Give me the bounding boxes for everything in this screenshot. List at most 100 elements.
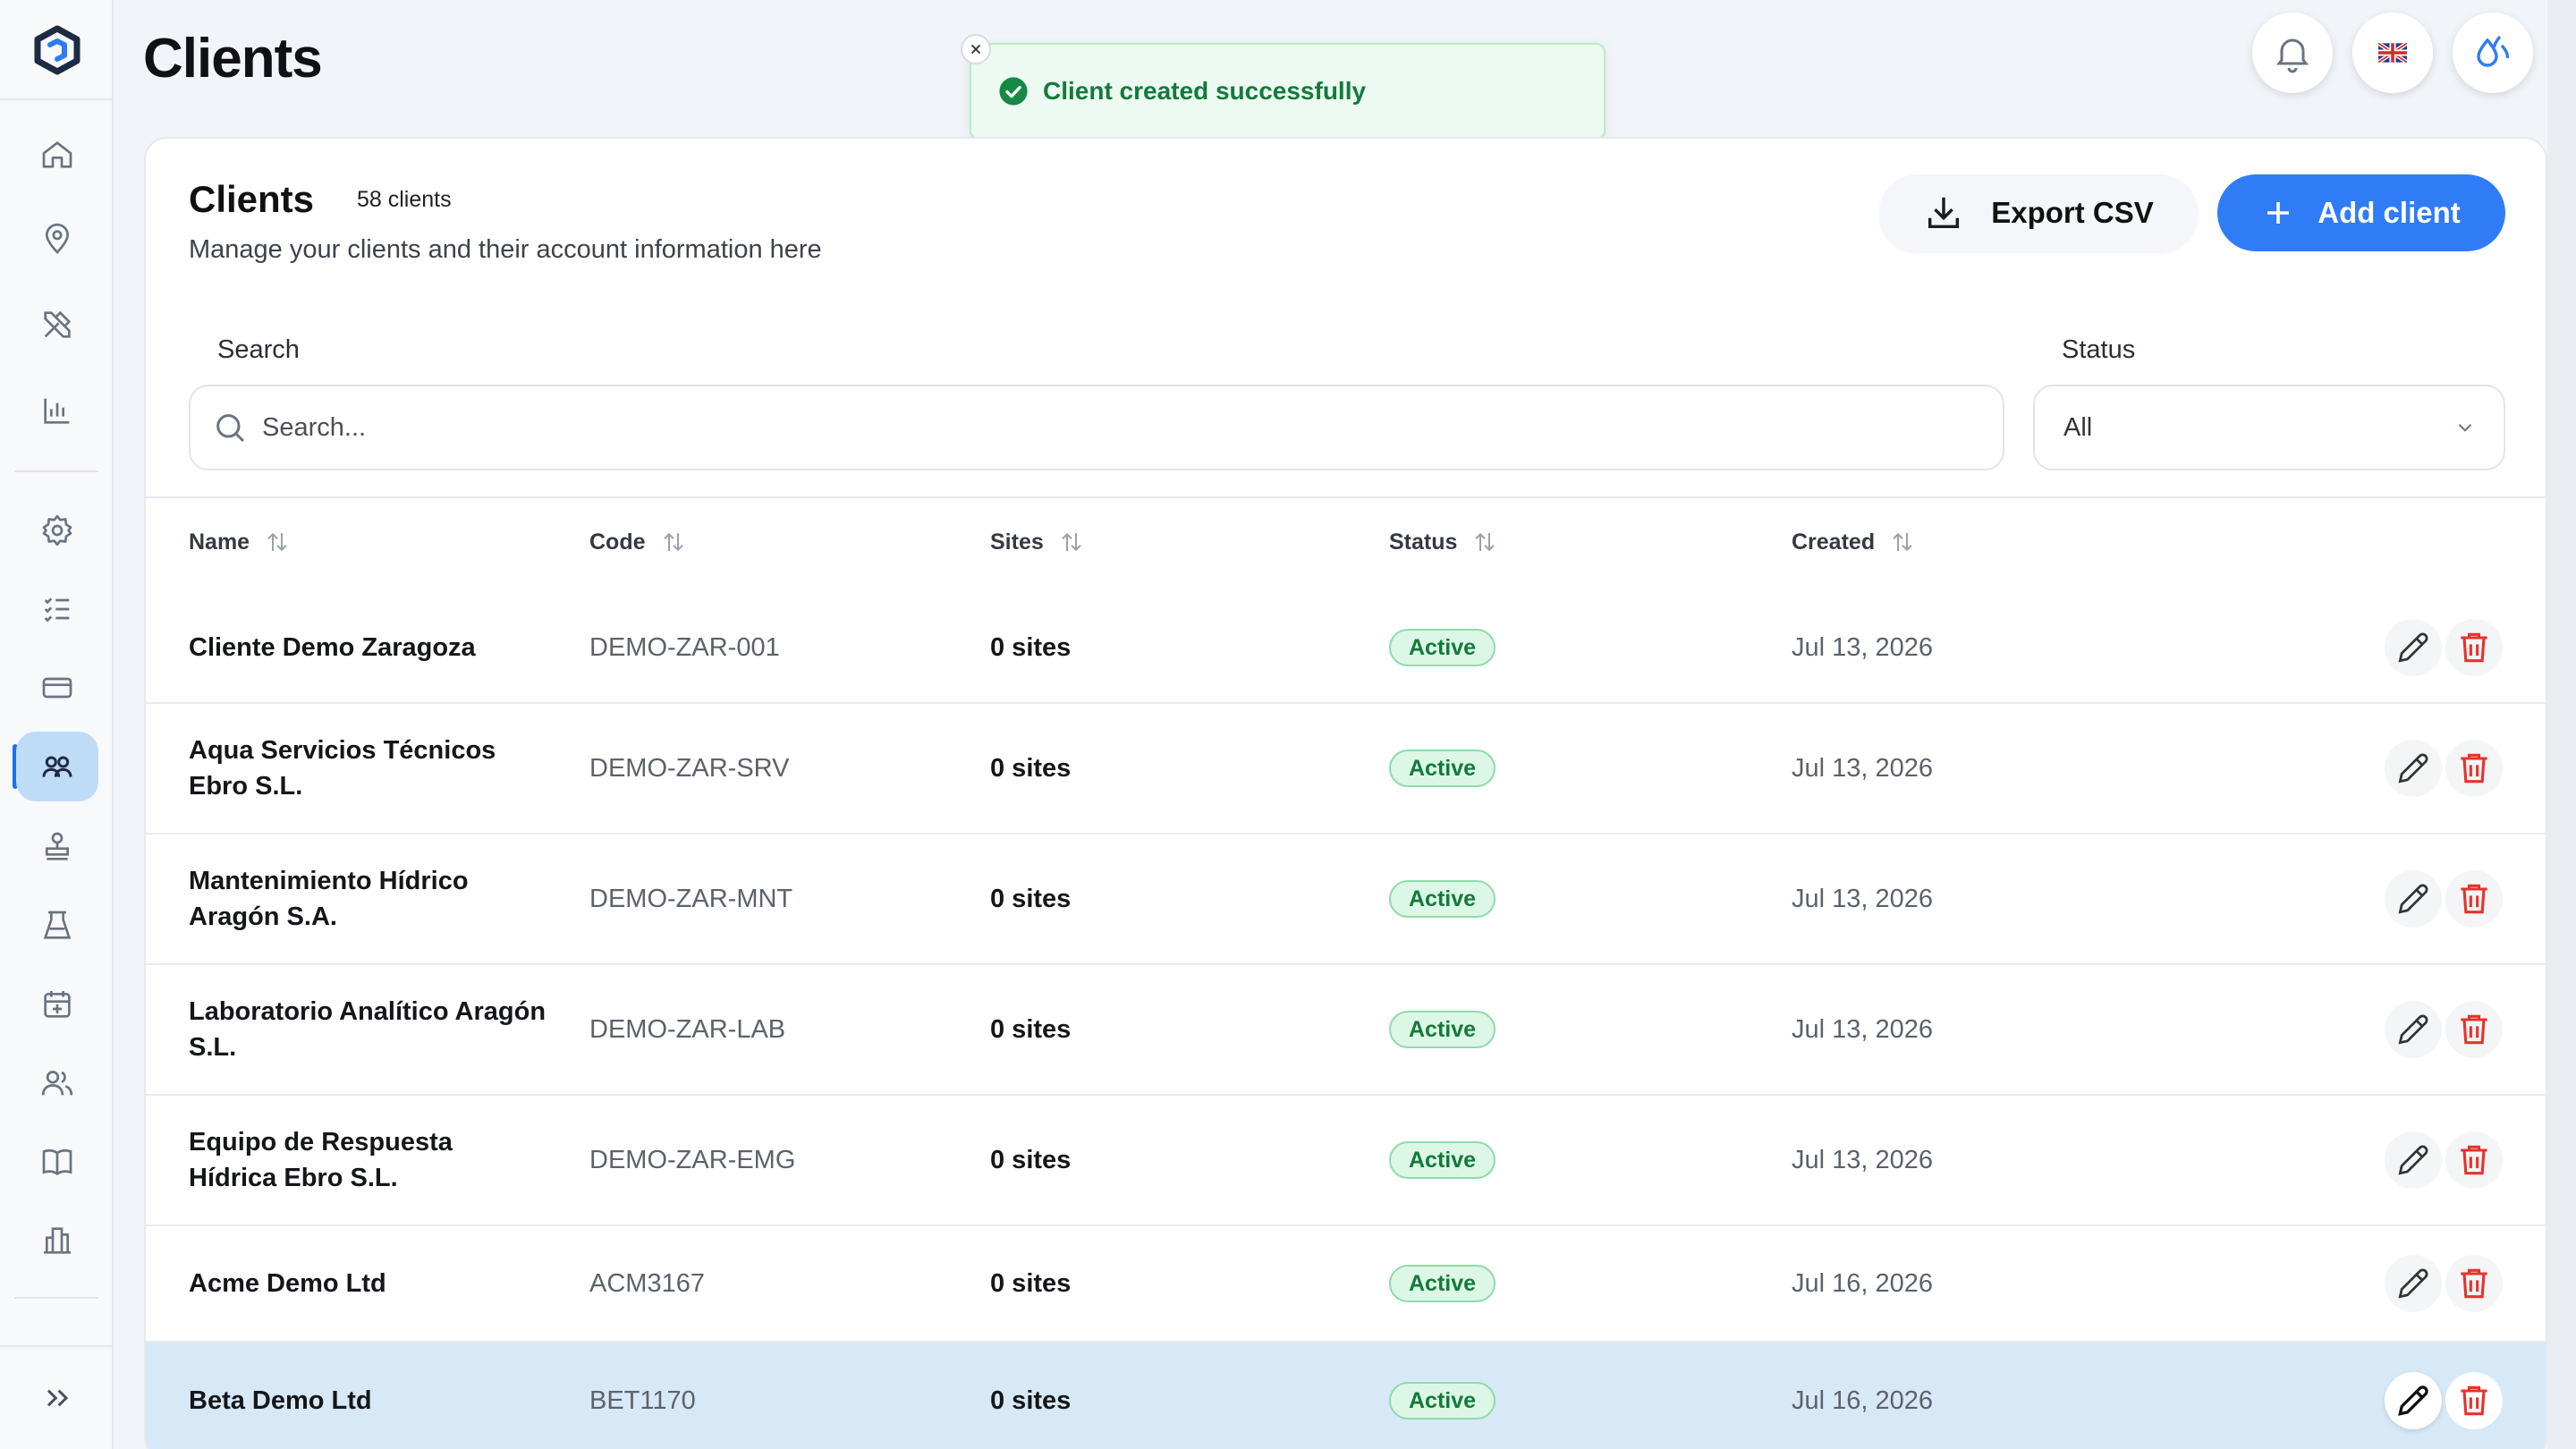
- client-sites: 0 sites: [990, 1015, 1072, 1044]
- delete-button[interactable]: [2445, 1372, 2503, 1429]
- sidebar-item-stamps[interactable]: [16, 812, 98, 882]
- column-header-sites[interactable]: Sites: [990, 529, 1085, 555]
- home-icon: [42, 141, 72, 168]
- client-code: DEMO-ZAR-MNT: [589, 885, 793, 913]
- delete-button[interactable]: [2445, 870, 2503, 928]
- success-toast: Client created successfully: [961, 34, 1606, 140]
- sidebar-expand-button[interactable]: [16, 1363, 98, 1433]
- notifications-button[interactable]: [2252, 13, 2333, 93]
- edit-button[interactable]: [2385, 740, 2442, 797]
- client-name: Mantenimiento Hídrico Aragón S.A.: [189, 867, 469, 931]
- table-row[interactable]: Mantenimiento Hídrico Aragón S.A. DEMO-Z…: [146, 835, 2546, 965]
- page-scrollbar[interactable]: [2547, 0, 2576, 1449]
- client-created: Jul 13, 2026: [1792, 633, 1934, 662]
- table-row[interactable]: Aqua Servicios Técnicos Ebro S.L. DEMO-Z…: [146, 704, 2546, 835]
- table-row-selected[interactable]: Beta Demo Ltd BET1170 0 sites Active Jul…: [146, 1343, 2546, 1449]
- sidebar-item-tools[interactable]: [16, 290, 98, 360]
- edit-button[interactable]: [2385, 1372, 2442, 1429]
- edit-button[interactable]: [2385, 1131, 2442, 1189]
- client-name: Equipo de Respuesta Hídrica Ebro S.L.: [189, 1128, 453, 1192]
- status-badge: Active: [1389, 629, 1496, 666]
- edit-button[interactable]: [2385, 619, 2442, 676]
- sort-icon: [267, 532, 287, 552]
- edit-button[interactable]: [2385, 1255, 2442, 1312]
- client-count: 58 clients: [357, 187, 452, 212]
- sort-icon: [1475, 532, 1496, 552]
- pencil-icon: [2398, 753, 2428, 784]
- sidebar-item-tasks[interactable]: [16, 574, 98, 644]
- sidebar-item-home[interactable]: [16, 120, 98, 190]
- sort-icon: [1062, 532, 1081, 552]
- bell-icon: [2276, 38, 2309, 73]
- add-client-button[interactable]: Add client: [2217, 174, 2505, 251]
- client-sites: 0 sites: [990, 1269, 1072, 1298]
- delete-button[interactable]: [2445, 1131, 2503, 1189]
- table-row[interactable]: Laboratorio Analítico Aragón S.L. DEMO-Z…: [146, 965, 2546, 1096]
- client-sites: 0 sites: [990, 885, 1072, 913]
- clients-card: Clients 58 clients Manage your clients a…: [144, 137, 2547, 1449]
- table-row[interactable]: Cliente Demo Zaragoza DEMO-ZAR-001 0 sit…: [146, 593, 2546, 704]
- client-code: DEMO-ZAR-001: [589, 633, 780, 662]
- edit-button[interactable]: [2385, 1001, 2442, 1058]
- buildings-icon: [44, 1227, 71, 1254]
- client-sites: 0 sites: [990, 754, 1072, 783]
- client-sites: 0 sites: [990, 1386, 1072, 1415]
- app-logo[interactable]: [32, 25, 82, 75]
- delete-button[interactable]: [2445, 1255, 2503, 1312]
- column-header-code-label: Code: [589, 529, 646, 555]
- client-code: DEMO-ZAR-LAB: [589, 1015, 786, 1044]
- sidebar-item-users[interactable]: [16, 1048, 98, 1118]
- pencil-icon: [2398, 1268, 2428, 1299]
- column-header-created[interactable]: Created: [1792, 529, 1916, 555]
- clients-icon: [42, 756, 72, 777]
- sort-icon: [1893, 532, 1912, 552]
- sidebar-item-reports[interactable]: [16, 376, 98, 445]
- expand-icon: [47, 1389, 69, 1407]
- client-code: DEMO-ZAR-EMG: [589, 1146, 796, 1174]
- trash-icon: [2461, 884, 2487, 914]
- edit-button[interactable]: [2385, 870, 2442, 928]
- client-code: DEMO-ZAR-SRV: [589, 754, 790, 783]
- sidebar-divider: [0, 98, 114, 100]
- sidebar-item-buildings[interactable]: [16, 1206, 98, 1275]
- trash-icon: [2461, 1268, 2487, 1299]
- status-select-value: All: [2063, 412, 2093, 442]
- sidebar-item-lab[interactable]: [16, 891, 98, 961]
- pencil-icon: [2398, 884, 2428, 914]
- column-header-code[interactable]: Code: [589, 529, 687, 555]
- checklist-icon: [44, 597, 70, 623]
- table-row[interactable]: Equipo de Respuesta Hídrica Ebro S.L. DE…: [146, 1096, 2546, 1226]
- export-csv-button[interactable]: Export CSV: [1879, 174, 2198, 251]
- sidebar-item-settings[interactable]: [16, 496, 98, 565]
- toast-close-button[interactable]: [961, 34, 991, 64]
- client-name: Beta Demo Ltd: [189, 1386, 372, 1415]
- delete-button[interactable]: [2445, 740, 2503, 797]
- trash-icon: [2461, 1014, 2487, 1045]
- client-name: Acme Demo Ltd: [189, 1269, 386, 1298]
- language-button[interactable]: [2352, 13, 2433, 93]
- sidebar-item-clients[interactable]: [16, 732, 98, 801]
- sidebar-item-docs[interactable]: [16, 1127, 98, 1197]
- sidebar-item-calendar[interactable]: [16, 970, 98, 1039]
- sidebar-item-billing[interactable]: [16, 653, 98, 723]
- column-header-status[interactable]: Status: [1389, 529, 1498, 555]
- client-name: Aqua Servicios Técnicos Ebro S.L.: [189, 736, 496, 801]
- status-select[interactable]: All: [2033, 385, 2505, 470]
- droplets-icon: [2477, 35, 2510, 67]
- delete-button[interactable]: [2445, 619, 2503, 676]
- column-header-name[interactable]: Name: [189, 529, 291, 555]
- credit-card-icon: [42, 677, 72, 699]
- delete-button[interactable]: [2445, 1001, 2503, 1058]
- table-row[interactable]: Acme Demo Ltd ACM3167 0 sites Active Jul…: [146, 1226, 2546, 1343]
- book-icon: [42, 1148, 72, 1175]
- settings-icon: [42, 514, 72, 547]
- theme-button[interactable]: [2453, 13, 2533, 93]
- status-badge: Active: [1389, 750, 1496, 787]
- client-code: ACM3167: [589, 1269, 705, 1298]
- client-created: Jul 13, 2026: [1792, 1146, 1934, 1174]
- search-input[interactable]: [262, 412, 1962, 443]
- sidebar-item-locations[interactable]: [16, 204, 98, 274]
- download-icon: [1928, 197, 1960, 229]
- search-label: Search: [217, 335, 300, 364]
- flask-icon: [43, 911, 72, 939]
